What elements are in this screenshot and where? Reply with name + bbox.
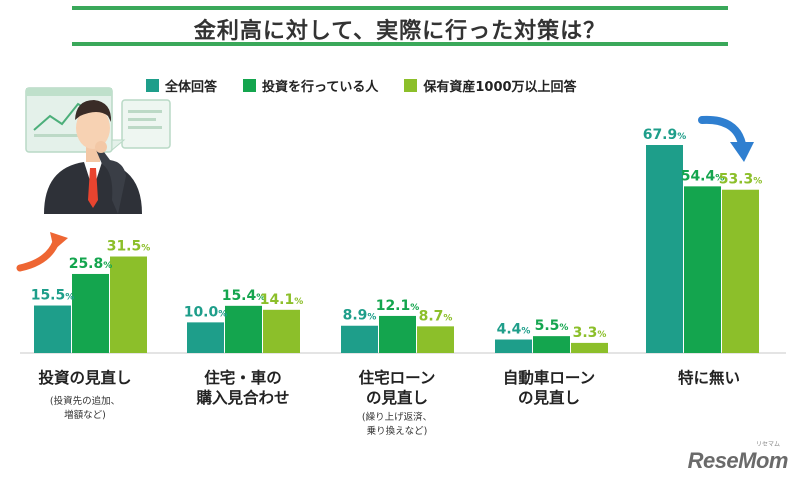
- category-note: (繰り上げ返済、 乗り換えなど): [361, 412, 433, 437]
- bar: [722, 189, 759, 353]
- legend-label-assets: 保有資産1000万以上回答: [423, 79, 577, 95]
- bar: [571, 342, 608, 353]
- bar-value-label: 54.4%: [681, 168, 725, 184]
- bar-value-label: 3.3%: [573, 325, 607, 341]
- bar-value-label: 53.3%: [719, 172, 763, 188]
- bar: [379, 315, 416, 353]
- legend-item-assets: 保有資産1000万以上回答: [404, 76, 577, 95]
- logo-ruby: リセマム: [755, 441, 780, 448]
- bar: [341, 325, 378, 353]
- resemom-logo: ReseMom: [687, 448, 789, 473]
- bar-value-label: 8.7%: [419, 308, 453, 324]
- bar: [263, 309, 300, 353]
- bar: [533, 336, 570, 353]
- category-label: 投資の見直し: [38, 369, 132, 387]
- bar-value-label: 5.5%: [535, 318, 569, 334]
- bar: [495, 339, 532, 353]
- bar-value-label: 8.9%: [343, 308, 377, 324]
- businessman-illustration-icon: [25, 87, 171, 214]
- legend-label-all: 全体回答: [165, 79, 218, 95]
- bar: [417, 326, 454, 353]
- category-label: 住宅ローン の見直し: [358, 369, 436, 407]
- bar-value-label: 4.4%: [497, 322, 531, 338]
- bar-value-label: 15.5%: [31, 288, 75, 304]
- legend-item-all: 全体回答: [146, 76, 217, 95]
- bar: [684, 186, 721, 353]
- bar: [646, 145, 683, 353]
- bar-value-label: 15.4%: [222, 288, 266, 304]
- bars-layer: [34, 145, 759, 353]
- legend-swatch-investors: [243, 78, 257, 92]
- bar-value-label: 25.8%: [69, 256, 113, 272]
- legend-swatch-assets: [404, 78, 418, 92]
- bar: [187, 322, 224, 353]
- blue-down-arrow-icon: [698, 115, 754, 162]
- title-bar: 金利高に対して、実際に行った対策は？: [72, 6, 728, 46]
- bar: [110, 256, 147, 353]
- value-labels-layer: 15.5% 25.8%31.5% 10.0%15.4%14.1% 8.9%12.1%8…: [31, 127, 763, 341]
- bar: [225, 305, 262, 353]
- category-label: 住宅・車の 購入見合わせ: [196, 369, 290, 407]
- bar: [34, 305, 71, 353]
- legend-label-investors: 投資を行っている人: [262, 79, 379, 95]
- bar-value-label: 31.5%: [107, 239, 151, 255]
- chart-title: 金利高に対して、実際に行った対策は？: [193, 19, 607, 44]
- bar-value-label: 10.0%: [184, 304, 228, 320]
- category-label: 自動車ローン の見直し: [502, 369, 596, 407]
- bar-value-label: 67.9%: [643, 127, 687, 143]
- legend-item-investors: 投資を行っている人: [243, 76, 378, 95]
- orange-up-arrow-icon: [16, 232, 68, 272]
- category-label: 特に無い: [677, 369, 740, 387]
- bar-value-label: 14.1%: [260, 292, 304, 308]
- category-note: (投資先の追加、 増額など): [49, 396, 121, 421]
- bar-value-label: 12.1%: [376, 298, 420, 314]
- bar: [72, 273, 109, 353]
- legend: 全体回答 投資を行っている人 保有資産1000万以上回答: [146, 74, 603, 96]
- legend-swatch-all: [146, 78, 159, 92]
